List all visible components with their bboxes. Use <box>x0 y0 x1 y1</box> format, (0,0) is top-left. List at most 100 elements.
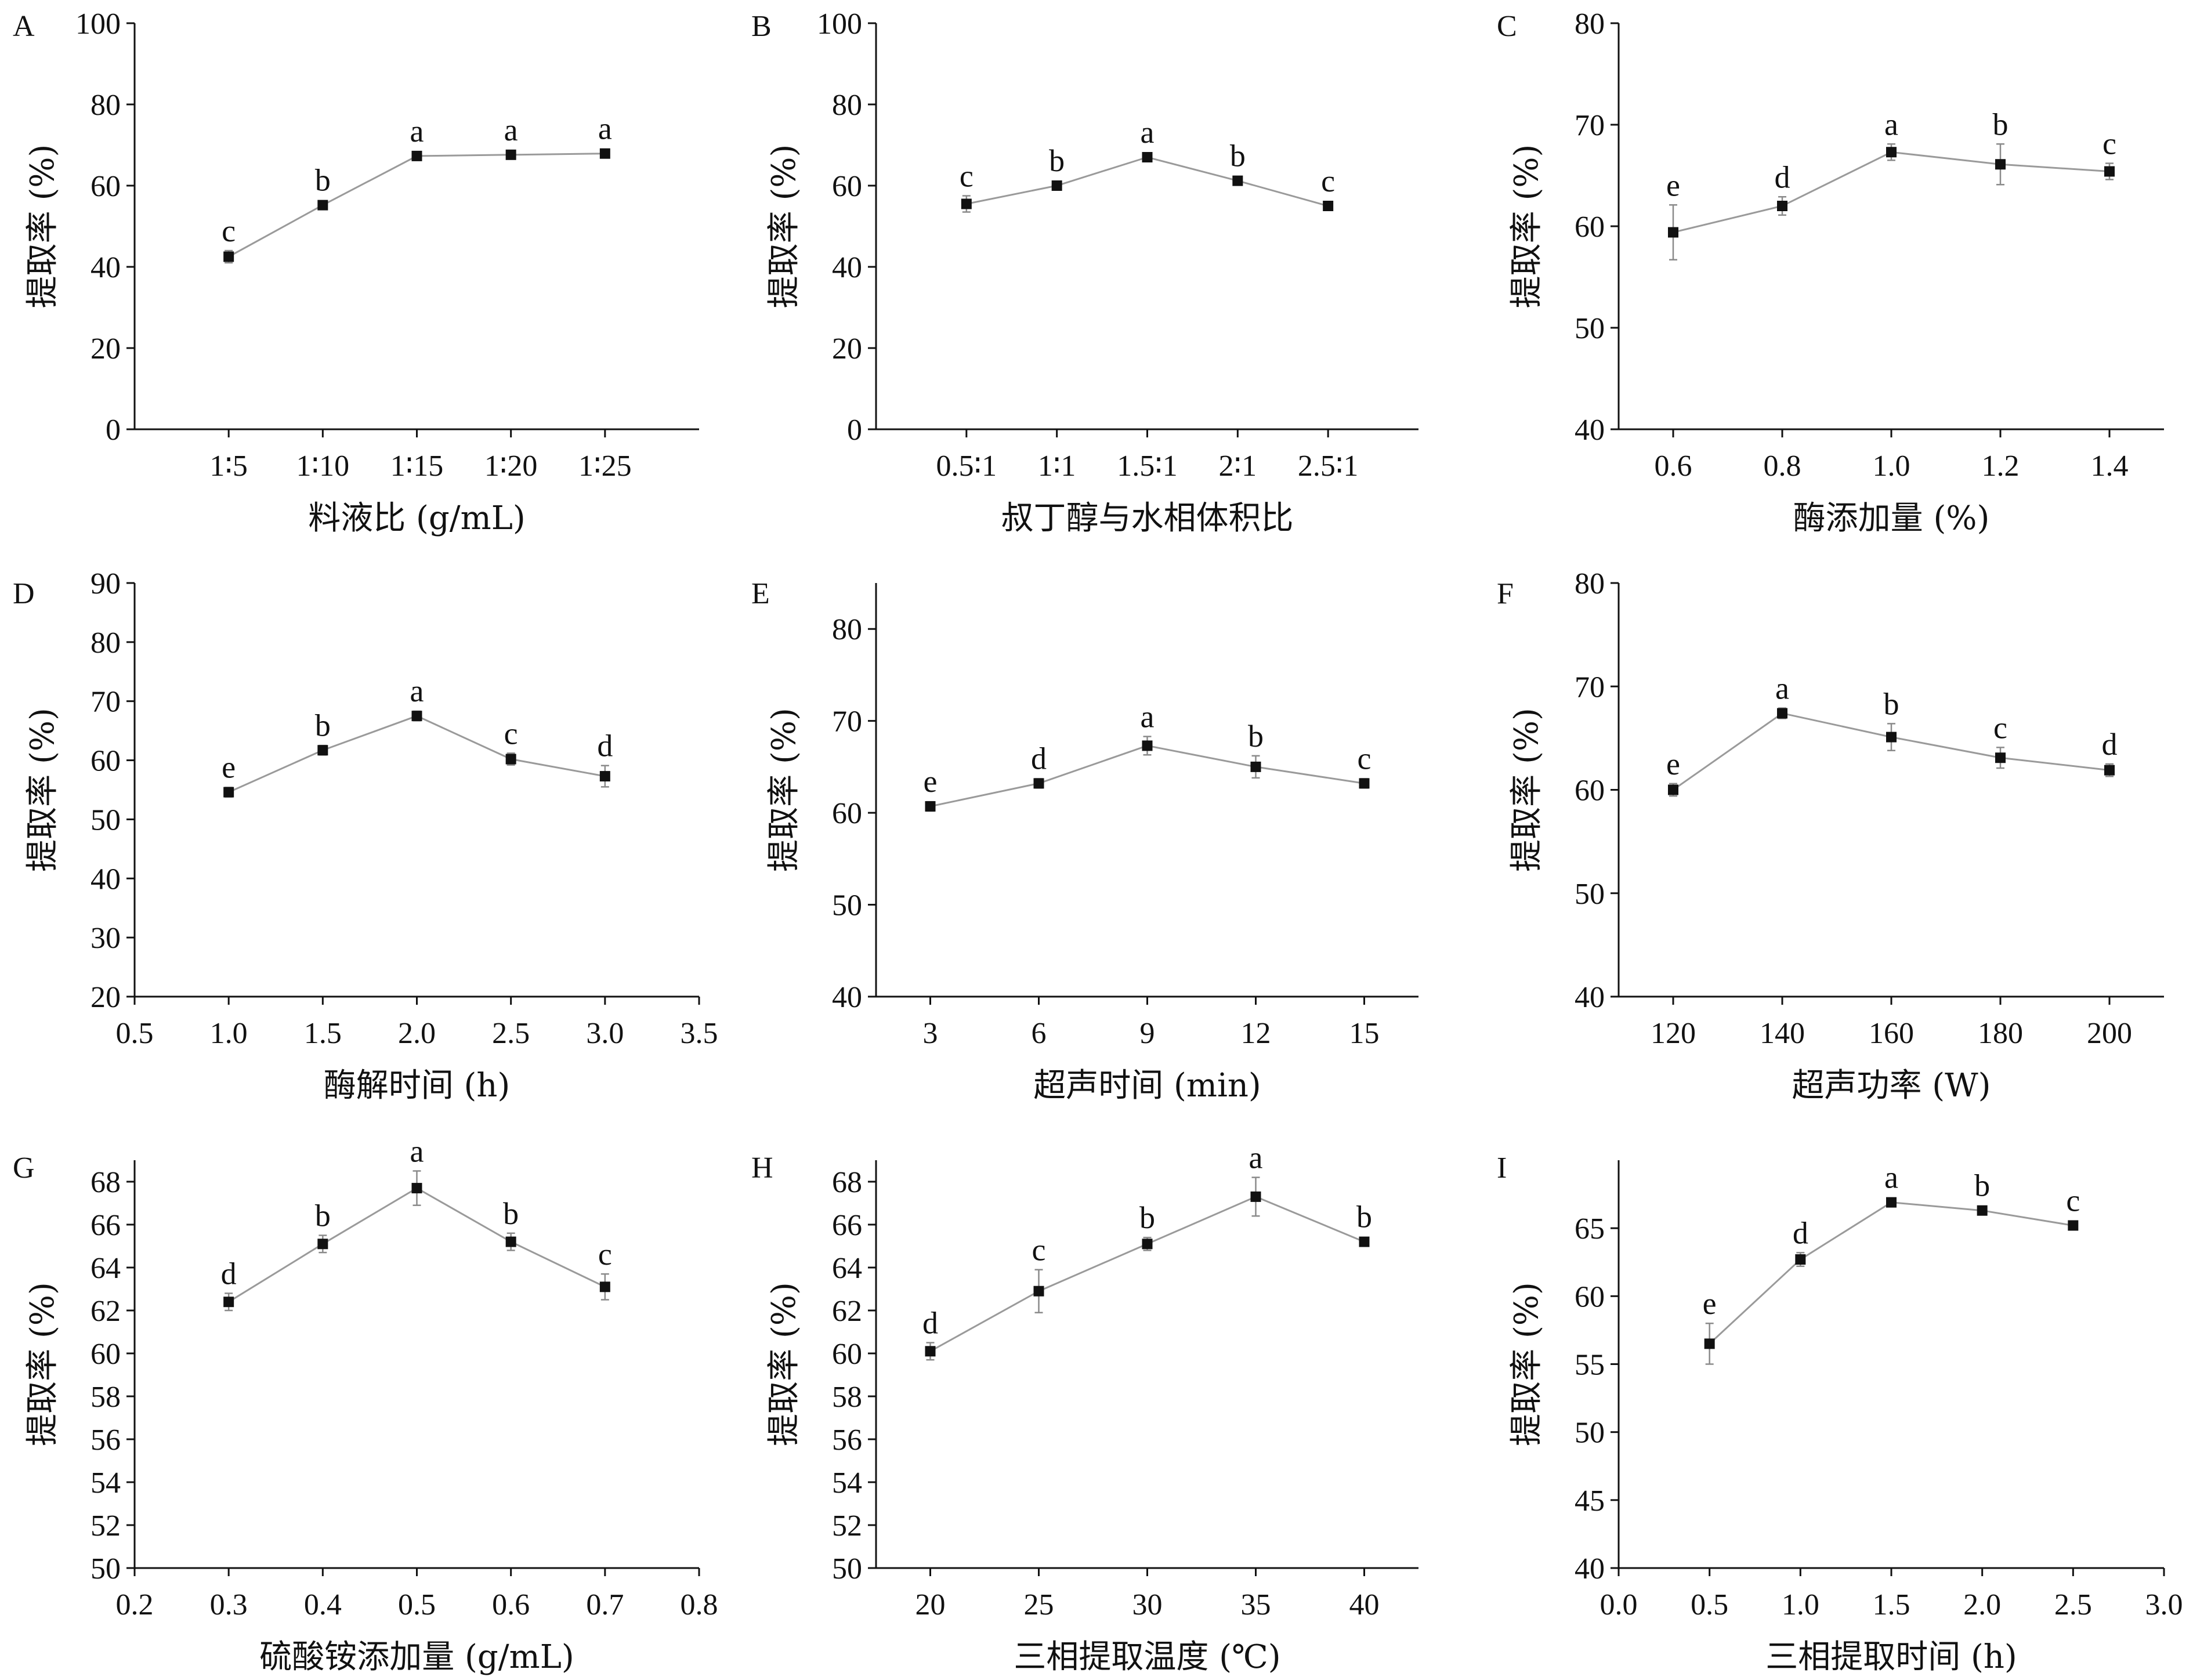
y-tick-label: 40 <box>91 251 121 284</box>
significance-label: c <box>222 213 236 248</box>
y-tick-label: 70 <box>832 705 862 738</box>
significance-label: b <box>315 163 331 198</box>
x-tick-label: 1∶5 <box>209 450 248 483</box>
x-tick-label: 20 <box>915 1588 946 1621</box>
y-tick-label: 40 <box>832 981 862 1014</box>
x-tick-label: 9 <box>1140 1017 1155 1050</box>
y-tick-label: 80 <box>91 89 121 122</box>
x-tick-label: 200 <box>2087 1017 2132 1050</box>
data-point <box>925 801 936 812</box>
y-tick-label: 30 <box>91 922 121 955</box>
y-tick-label: 80 <box>832 613 862 646</box>
y-tick-label: 56 <box>832 1424 862 1457</box>
y-tick-label: 60 <box>1575 211 1605 244</box>
panel-letter-e: E <box>751 577 770 610</box>
x-tick-label: 0.5 <box>116 1017 154 1050</box>
x-tick-label: 2∶1 <box>1219 450 1257 483</box>
x-tick-label: 1.4 <box>2091 450 2129 483</box>
x-axis-title: 三相提取时间 (h) <box>1765 1638 2017 1676</box>
x-axis-title: 超声时间 (min) <box>1033 1067 1261 1105</box>
significance-label: b <box>1993 107 2009 142</box>
data-point <box>1359 778 1370 789</box>
x-tick-label: 120 <box>1651 1017 1696 1050</box>
x-axis-title: 硫酸铵添加量 (g/mL) <box>259 1638 574 1676</box>
data-point <box>505 754 516 765</box>
x-tick-label: 1∶20 <box>484 450 538 483</box>
data-point <box>1250 761 1261 772</box>
y-axis-title: 提取率 (%) <box>24 144 61 309</box>
data-point <box>961 198 972 209</box>
x-tick-label: 6 <box>1032 1017 1047 1050</box>
y-tick-label: 40 <box>1575 981 1605 1014</box>
x-tick-label: 2.0 <box>1963 1588 2001 1621</box>
x-tick-label: 1.5 <box>1873 1588 1910 1621</box>
data-point <box>2104 765 2115 776</box>
significance-label: d <box>1775 160 1790 194</box>
significance-label: e <box>222 750 236 785</box>
y-tick-label: 80 <box>832 89 862 122</box>
significance-label: a <box>598 111 612 146</box>
y-tick-label: 66 <box>832 1209 862 1242</box>
data-point <box>317 745 328 756</box>
data-point <box>925 1346 936 1357</box>
panel-letter-d: D <box>13 577 35 610</box>
significance-label: c <box>504 716 518 751</box>
significance-label: d <box>922 1306 938 1341</box>
x-tick-label: 0.5 <box>1691 1588 1728 1621</box>
data-point <box>1033 778 1044 789</box>
y-tick-label: 40 <box>1575 1552 1605 1585</box>
x-tick-label: 40 <box>1349 1588 1380 1621</box>
x-axis-title: 料液比 (g/mL) <box>308 499 526 537</box>
y-tick-label: 64 <box>91 1252 121 1285</box>
significance-label: a <box>1141 115 1155 150</box>
y-tick-label: 0 <box>106 414 121 447</box>
x-tick-label: 1.2 <box>1982 450 2020 483</box>
y-tick-label: 50 <box>832 1552 862 1585</box>
x-tick-label: 3.0 <box>586 1017 624 1050</box>
panel-letter-i: I <box>1497 1152 1507 1185</box>
significance-label: c <box>1032 1233 1046 1268</box>
x-tick-label: 140 <box>1760 1017 1805 1050</box>
data-point <box>223 787 234 798</box>
data-point <box>2104 166 2115 177</box>
significance-label: a <box>1884 1160 1898 1195</box>
y-tick-label: 70 <box>1575 671 1605 704</box>
significance-label: c <box>1358 741 1371 776</box>
y-tick-label: 50 <box>91 803 121 837</box>
data-point <box>1995 159 2006 170</box>
y-tick-label: 45 <box>1575 1485 1605 1518</box>
x-tick-label: 0.2 <box>116 1588 154 1621</box>
data-point <box>599 148 610 159</box>
significance-label: a <box>1141 700 1155 734</box>
y-tick-label: 54 <box>832 1467 862 1500</box>
panel-c: C 40 50 60 70 80 0.6 0.8 1.0 1.2 1.4 酶添加量 (%) 提取率 (%… <box>1497 8 2164 537</box>
y-tick-label: 56 <box>91 1424 121 1457</box>
series-line <box>228 153 605 258</box>
panel-letter-g: G <box>13 1152 35 1185</box>
significance-label: b <box>1248 719 1264 754</box>
significance-label: b <box>315 1199 331 1233</box>
significance-label: d <box>597 729 613 763</box>
x-tick-label: 0.7 <box>586 1588 624 1621</box>
x-tick-label: 1.0 <box>210 1017 248 1050</box>
y-axis-title: 提取率 (%) <box>765 1282 803 1446</box>
panel-letter-c: C <box>1497 10 1517 43</box>
y-tick-label: 100 <box>817 8 862 41</box>
data-point <box>599 771 610 782</box>
x-tick-label: 0.6 <box>1655 450 1692 483</box>
y-tick-label: 60 <box>832 170 862 203</box>
x-tick-label: 2.5 <box>2054 1588 2092 1621</box>
data-point <box>1142 1239 1153 1250</box>
significance-label: e <box>1666 747 1680 781</box>
x-tick-label: 3 <box>923 1017 938 1050</box>
x-tick-label: 30 <box>1132 1588 1163 1621</box>
y-tick-label: 90 <box>91 567 121 600</box>
data-point <box>317 1239 328 1250</box>
significance-label: b <box>503 1196 519 1231</box>
data-point <box>1232 175 1243 186</box>
data-point <box>317 200 328 211</box>
significance-label: b <box>315 708 331 743</box>
significance-label: e <box>1703 1286 1717 1321</box>
x-tick-label: 0.8 <box>681 1588 718 1621</box>
